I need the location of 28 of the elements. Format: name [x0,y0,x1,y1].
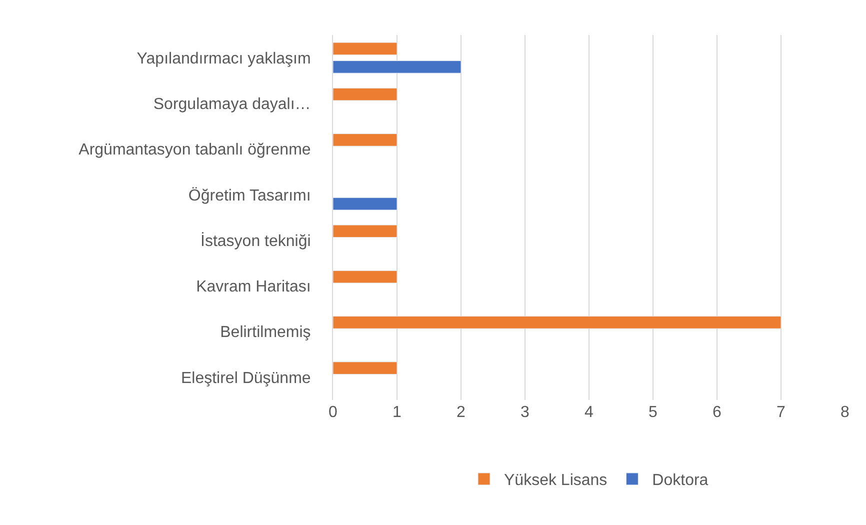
x-tick-label: 3 [520,404,530,421]
legend-label: Yüksek Lisans [504,472,608,490]
y-tick-label: Yapılandırmacı yaklaşım [136,50,311,68]
bar [333,270,398,284]
bar [333,60,462,74]
bar [333,224,398,238]
x-tick-label: 1 [392,404,402,421]
x-tick-label: 6 [712,404,722,421]
y-tick-label: Kavram Haritası [196,278,311,296]
x-tick-label: 7 [776,404,786,421]
bar [333,316,782,329]
x-tick-label: 4 [584,404,594,421]
y-tick-label: Eleştirel Düşünme [180,370,311,387]
x-tick-label: 2 [456,404,466,421]
bar [333,362,398,374]
x-tick-label: 8 [840,404,850,421]
y-tick-label: Sorgulamaya dayalı… [153,96,311,114]
y-tick-label: Öğretim Tasarımı [188,186,311,204]
bar [333,88,398,101]
y-tick-label: Argümantasyon tabanlı öğrenme [78,142,311,159]
y-tick-label: İstasyon tekniği [200,232,311,250]
bar [333,197,398,210]
bar [333,134,398,146]
x-tick-label: 0 [328,404,338,421]
x-tick-label: 5 [648,404,658,421]
y-tick-label: Belirtilmemiş [220,324,311,342]
bar [333,42,398,56]
legend-label: Doktora [652,472,708,490]
